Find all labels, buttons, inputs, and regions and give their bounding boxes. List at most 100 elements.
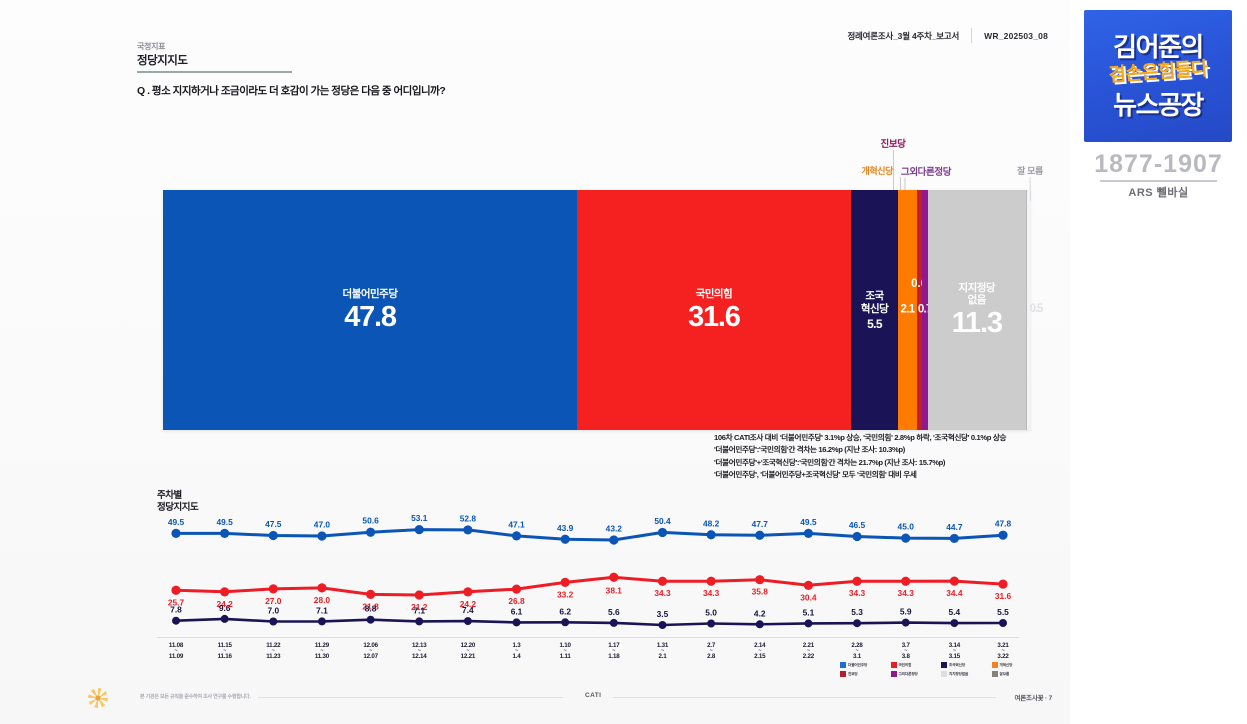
- trend-point[interactable]: [950, 619, 959, 628]
- trend-point[interactable]: [414, 590, 424, 600]
- date-range-dash: ~: [904, 648, 908, 655]
- report-code: WR_202503_08: [984, 30, 1048, 41]
- footer-method-label: CATI: [585, 692, 602, 699]
- trend-point[interactable]: [706, 530, 716, 540]
- trend-point[interactable]: [220, 614, 229, 623]
- trend-point[interactable]: [853, 619, 862, 628]
- trend-point[interactable]: [852, 531, 862, 542]
- date-start: 1.3: [512, 642, 521, 649]
- trend-point[interactable]: [755, 575, 765, 585]
- trend-point[interactable]: [560, 534, 570, 544]
- bar-segment-minjoo[interactable]: 더불어민주당 47.8: [163, 190, 578, 430]
- bar-segment-gaehyuk[interactable]: 2.1: [898, 190, 917, 430]
- page-title: 정당지지도: [137, 55, 188, 67]
- trend-point-value: 21.2: [411, 602, 428, 612]
- trend-point[interactable]: [172, 616, 180, 625]
- trend-point[interactable]: [512, 618, 521, 627]
- trend-point-value: 9.6: [219, 603, 231, 613]
- trend-point[interactable]: [657, 576, 668, 586]
- trend-svg: 49.5 49.5 47.5 47.0 50.6 53.1 52.8 47.1 43.9 43.2…: [168, 513, 1011, 629]
- legend-item-2[interactable]: 조국혁신당: [941, 662, 990, 668]
- segment-label: 지지정당 없음: [958, 282, 995, 307]
- bar-segment-other[interactable]: 0.7: [918, 190, 932, 430]
- trend-point[interactable]: [999, 619, 1007, 627]
- segment-value: 0.5: [1029, 303, 1044, 316]
- trend-point[interactable]: [414, 525, 424, 535]
- trend-point[interactable]: [901, 618, 910, 627]
- date-end: 2.1: [658, 653, 667, 661]
- trend-point[interactable]: [852, 576, 862, 586]
- bar-segment-jokuk[interactable]: 조국 혁신당 5.5: [850, 190, 899, 430]
- trend-point[interactable]: [171, 528, 181, 538]
- trend-point[interactable]: [268, 584, 278, 594]
- trend-point[interactable]: [609, 535, 619, 545]
- trend-point[interactable]: [609, 572, 619, 582]
- trend-point-value: 47.7: [752, 519, 769, 529]
- trend-point[interactable]: [657, 527, 668, 538]
- legend-item-3[interactable]: 개혁신당: [991, 662, 1041, 668]
- date-label: 12.20 ~12.21: [461, 642, 476, 661]
- trend-point[interactable]: [365, 527, 376, 537]
- trend-point[interactable]: [317, 531, 327, 541]
- trend-point-value: 7.0: [267, 606, 279, 616]
- trend-point[interactable]: [415, 617, 424, 626]
- trend-point[interactable]: [998, 579, 1008, 589]
- legend-item-0[interactable]: 더불어민주당: [840, 662, 889, 668]
- trend-point[interactable]: [949, 576, 959, 586]
- analysis-notes: 106차 CATI조사 대비 '더불어민주당' 3.1%p 상승, '국민의힘'…: [714, 432, 1044, 481]
- trend-point[interactable]: [609, 618, 618, 627]
- trend-point[interactable]: [803, 528, 814, 538]
- trend-point[interactable]: [511, 584, 522, 594]
- date-start: 2.14: [754, 642, 766, 649]
- date-end: 12.07: [363, 653, 378, 661]
- trend-point[interactable]: [706, 576, 716, 586]
- trend-point-value: 53.1: [411, 513, 428, 523]
- trend-point[interactable]: [220, 528, 230, 538]
- trend-point[interactable]: [268, 530, 278, 541]
- trend-point[interactable]: [755, 530, 765, 540]
- trend-point-value: 34.3: [703, 588, 720, 598]
- trend-point[interactable]: [171, 585, 181, 595]
- trend-point[interactable]: [511, 531, 522, 541]
- legend-item-6[interactable]: 지지정당없음: [941, 671, 990, 677]
- trend-point[interactable]: [755, 620, 764, 629]
- trend-point-value: 25.7: [168, 597, 185, 607]
- trend-point[interactable]: [317, 617, 326, 626]
- trend-point[interactable]: [365, 589, 376, 599]
- date-label: 3.21 ~3.22: [997, 642, 1008, 661]
- trend-point[interactable]: [463, 587, 473, 597]
- trend-point[interactable]: [560, 577, 570, 587]
- trend-point[interactable]: [463, 617, 472, 626]
- legend-item-5[interactable]: 그외다른정당: [890, 671, 940, 677]
- trend-point[interactable]: [317, 583, 327, 593]
- trend-point[interactable]: [901, 576, 911, 586]
- legend-item-1[interactable]: 국민의힘: [890, 662, 940, 668]
- trend-point[interactable]: [658, 621, 667, 629]
- callout-leader-line: [1029, 177, 1031, 201]
- date-label: 11.15 ~11.16: [218, 642, 232, 661]
- trend-point[interactable]: [463, 525, 473, 535]
- trend-point[interactable]: [366, 615, 375, 624]
- ars-label: ARS 뻴바실: [1128, 187, 1189, 199]
- trend-point[interactable]: [949, 533, 959, 544]
- trend-point[interactable]: [707, 619, 716, 628]
- callout-gaehyuk-label: 개혁신당: [861, 166, 893, 176]
- legend-item-7[interactable]: 잘모름: [991, 671, 1041, 677]
- bar-segment-no-party[interactable]: 지지정당 없음 11.3: [927, 190, 1026, 430]
- trend-point[interactable]: [998, 530, 1008, 540]
- date-range-dash: ~: [515, 648, 519, 655]
- trend-point[interactable]: [804, 619, 813, 628]
- trend-point-value: 7.4: [462, 605, 474, 615]
- legend-item-4[interactable]: 진보당: [840, 671, 889, 677]
- date-end: 1.11: [559, 653, 571, 661]
- bar-segment-dontknow[interactable]: 0.5: [1025, 190, 1043, 430]
- date-range-dash: ~: [466, 648, 470, 655]
- trend-point[interactable]: [220, 587, 230, 597]
- trend-point-value: 5.9: [900, 607, 912, 617]
- trend-point[interactable]: [269, 617, 278, 626]
- trend-point[interactable]: [901, 533, 911, 543]
- date-label: 12.13 ~12.14: [412, 642, 427, 661]
- trend-point[interactable]: [803, 580, 814, 590]
- trend-point[interactable]: [561, 618, 570, 627]
- bar-segment-ppp[interactable]: 국민의힘 31.6: [577, 190, 851, 430]
